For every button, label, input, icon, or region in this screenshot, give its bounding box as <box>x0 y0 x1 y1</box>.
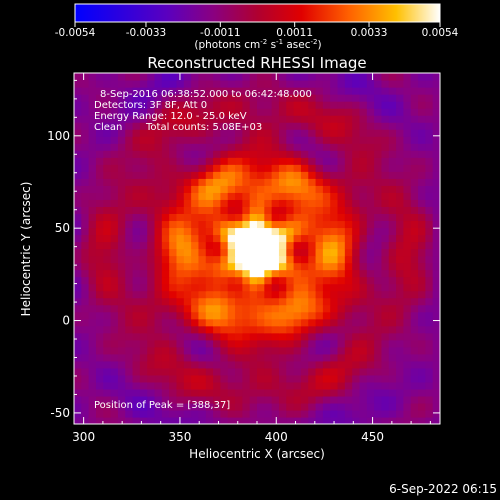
x-axis-label: Heliocentric X (arcsec) <box>189 447 325 461</box>
heatmap-image <box>74 73 440 424</box>
axis-ticks: 300 350 400 450 -50 0 50 100 <box>47 73 440 444</box>
y-tick-label: 0 <box>62 314 70 328</box>
colorbar-tick-label: -0.0011 <box>200 27 241 39</box>
x-tick-label: 400 <box>265 430 288 444</box>
colorbar-tick-label: -0.0033 <box>126 27 167 39</box>
footer-timestamp: 6-Sep-2022 06:15 <box>389 482 497 496</box>
x-tick-label: 350 <box>168 430 191 444</box>
y-tick-label: 50 <box>55 221 70 235</box>
colorbar-tick-label: -0.0054 <box>55 27 96 39</box>
colorbar-tick-label: 0.0011 <box>276 27 313 39</box>
colorbar <box>74 3 441 23</box>
annotation-clean: Clean <box>94 122 122 133</box>
colorbar-tick-label: 0.0054 <box>422 27 459 39</box>
annotation-total-counts: Total counts: 5.08E+03 <box>145 122 262 133</box>
annotation-peak-position: Position of Peak = [388,37] <box>94 400 230 411</box>
colorbar-ticks: -0.0054 -0.0033 -0.0011 0.0011 0.0033 0.0054 <box>55 22 459 39</box>
x-tick-label: 300 <box>72 430 95 444</box>
y-tick-label: 100 <box>47 129 70 143</box>
x-tick-label: 450 <box>361 430 384 444</box>
y-axis-label: Heliocentric Y (arcsec) <box>19 182 33 317</box>
annotation-energy: Energy Range: 12.0 - 25.0 keV <box>94 111 247 122</box>
colorbar-unit-label: (photons cm-2 s-1 asec-2) <box>194 38 321 51</box>
colorbar-tick-label: 0.0033 <box>351 27 388 39</box>
chart-title: Reconstructed RHESSI Image <box>147 54 366 72</box>
annotation-time-range: 8-Sep-2016 06:38:52.000 to 06:42:48.000 <box>100 89 312 100</box>
annotation-detectors: Detectors: 3F 8F, Att 0 <box>94 100 207 111</box>
y-tick-label: -50 <box>50 406 70 420</box>
